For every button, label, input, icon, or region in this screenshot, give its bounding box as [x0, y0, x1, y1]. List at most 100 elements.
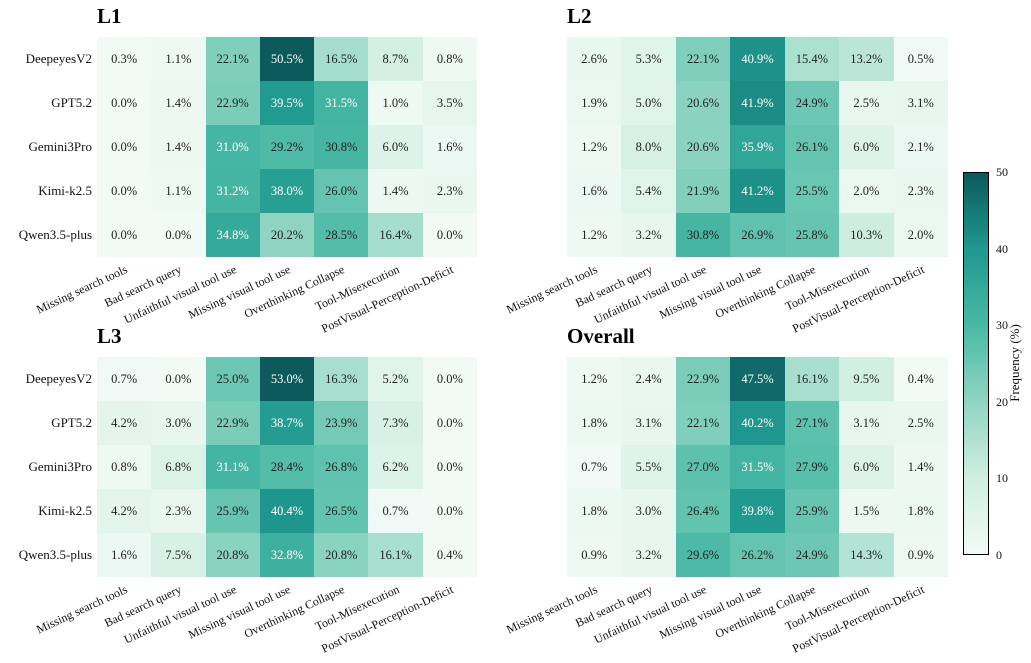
heatmap-cell: 1.6% — [422, 125, 477, 169]
heatmap-cell: 0.7% — [97, 357, 152, 401]
heatmap-panel-overall: Overall 1.2% 2.4% 22.9% 47.5% 16.1% 9.5% 0.4% 1… — [504, 324, 948, 656]
heatmap-grid-overall: 1.2% 2.4% 22.9% 47.5% 16.1% 9.5% 0.4% 1.8% 3.1% 2… — [567, 357, 948, 577]
heatmap-cell: 40.2% — [730, 401, 785, 445]
heatmap-cell: 31.2% — [205, 169, 260, 213]
heatmap-cell: 8.7% — [368, 37, 423, 81]
heatmap-cell: 5.3% — [621, 37, 676, 81]
heatmap-cell: 41.9% — [730, 81, 785, 125]
heatmap-cell: 0.0% — [422, 401, 477, 445]
heatmap-cell: 31.5% — [730, 445, 785, 489]
panel-title-l2: L2 — [567, 4, 592, 28]
heatmap-cell: 26.1% — [784, 125, 840, 169]
heatmap-cell: 29.6% — [675, 533, 731, 577]
heatmap-cell: 1.1% — [151, 37, 206, 81]
heatmap-cell: 26.4% — [675, 489, 731, 533]
row-label: GPT5.2 — [51, 95, 92, 110]
heatmap-cell: 20.6% — [675, 125, 731, 169]
heatmap-cell: 2.3% — [422, 169, 477, 213]
heatmap-cell: 3.2% — [621, 533, 676, 577]
heatmap-cell: 39.8% — [730, 489, 785, 533]
heatmap-grid-l3: 0.7% 0.0% 25.0% 53.0% 16.3% 5.2% 0.0% 4.2% 3.0% 2… — [97, 357, 477, 577]
heatmap-cell: 2.5% — [893, 401, 948, 445]
heatmap-cell: 3.5% — [422, 81, 477, 125]
heatmap-cell: 26.2% — [730, 533, 785, 577]
heatmap-cell: 24.9% — [784, 81, 840, 125]
heatmap-cell: 3.1% — [839, 401, 894, 445]
panel-title-l3: L3 — [97, 324, 122, 348]
heatmap-cell: 31.0% — [205, 125, 260, 169]
heatmap-cell: 13.2% — [839, 37, 894, 81]
heatmap-cell: 38.7% — [259, 401, 315, 445]
row-label: Qwen3.5-plus — [18, 227, 92, 242]
panel-title-overall: Overall — [567, 324, 635, 348]
heatmap-cell: 0.9% — [893, 533, 948, 577]
heatmap-cell: 1.8% — [893, 489, 948, 533]
colorbar-tick-label: 50 — [996, 165, 1008, 179]
heatmap-cell: 2.0% — [839, 169, 894, 213]
heatmap-cell: 0.3% — [97, 37, 152, 81]
heatmap-cell: 31.1% — [205, 445, 260, 489]
heatmap-cell: 27.0% — [675, 445, 731, 489]
heatmap-cell: 1.1% — [151, 169, 206, 213]
heatmap-cell: 27.1% — [784, 401, 840, 445]
heatmap-cell: 16.3% — [314, 357, 369, 401]
colorbar: 0 10 20 30 40 50 Frequency (%) — [963, 165, 1031, 572]
heatmap-cell: 22.1% — [205, 37, 260, 81]
heatmap-cell: 27.9% — [784, 445, 840, 489]
heatmap-cell: 2.0% — [893, 213, 948, 257]
heatmap-cell: 0.8% — [97, 445, 152, 489]
heatmap-cell: 8.0% — [621, 125, 676, 169]
heatmap-cell: 0.0% — [151, 213, 206, 257]
row-label: DeepeyesV2 — [25, 51, 92, 66]
panel-title-l1: L1 — [97, 4, 122, 28]
heatmap-cell: 28.4% — [259, 445, 315, 489]
heatmap-cell: 32.8% — [259, 533, 315, 577]
heatmap-cell: 6.8% — [151, 445, 206, 489]
heatmap-cell: 0.0% — [97, 81, 152, 125]
colorbar-tick-label: 20 — [996, 394, 1008, 409]
heatmap-cell: 16.1% — [368, 533, 423, 577]
heatmap-cell: 4.2% — [97, 489, 152, 533]
heatmap-cell: 20.8% — [314, 533, 369, 577]
heatmap-cell: 1.2% — [567, 357, 622, 401]
heatmap-grid-l1: 0.3% 1.1% 22.1% 50.5% 16.5% 8.7% 0.8% 0.0% 1.4% 2… — [97, 37, 477, 257]
heatmap-cell: 1.6% — [567, 169, 622, 213]
row-label: Kimi-k2.5 — [38, 183, 92, 198]
heatmap-cell: 0.5% — [893, 37, 948, 81]
heatmap-cell: 1.4% — [151, 125, 206, 169]
heatmap-cell: 1.0% — [368, 81, 423, 125]
heatmap-cell: 0.0% — [97, 169, 152, 213]
heatmap-cell: 2.6% — [567, 37, 622, 81]
heatmap-cell: 0.8% — [422, 37, 477, 81]
heatmap-cell: 1.9% — [567, 81, 622, 125]
heatmap-cell: 38.0% — [259, 169, 315, 213]
heatmap-cell: 2.4% — [621, 357, 676, 401]
heatmap-panel-l1: L1 0.3% 1.1% 22.1% 50.5% 16.5% 8.7% 0.8% 0.0% 1.… — [19, 4, 477, 336]
heatmap-cell: 2.1% — [893, 125, 948, 169]
heatmap-cell: 0.0% — [422, 213, 477, 257]
heatmap-cell: 5.5% — [621, 445, 676, 489]
heatmap-cell: 20.8% — [205, 533, 260, 577]
heatmap-cell: 6.0% — [368, 125, 423, 169]
heatmap-cell: 3.2% — [621, 213, 676, 257]
heatmap-cell: 1.4% — [368, 169, 423, 213]
heatmap-cell: 3.1% — [893, 81, 948, 125]
heatmap-cell: 9.5% — [839, 357, 894, 401]
heatmap-cell: 7.3% — [368, 401, 423, 445]
heatmap-cell: 35.9% — [730, 125, 785, 169]
heatmap-cell: 0.0% — [151, 357, 206, 401]
heatmap-cell: 39.5% — [259, 81, 315, 125]
heatmap-cell: 40.9% — [730, 37, 785, 81]
heatmap-panel-l2: L2 2.6% 5.3% 22.1% 40.9% 15.4% 13.2% 0.5% 1.9% 5… — [504, 4, 948, 336]
row-label: Kimi-k2.5 — [38, 503, 92, 518]
heatmap-cell: 40.4% — [259, 489, 315, 533]
heatmap-cell: 47.5% — [730, 357, 785, 401]
heatmap-cell: 1.5% — [839, 489, 894, 533]
heatmap-cell: 26.9% — [730, 213, 785, 257]
heatmap-cell: 53.0% — [259, 357, 315, 401]
heatmap-cell: 22.1% — [675, 401, 731, 445]
heatmap-cell: 22.9% — [205, 81, 260, 125]
heatmap-cell: 16.5% — [314, 37, 369, 81]
heatmap-cell: 26.8% — [314, 445, 369, 489]
heatmap-cell: 4.2% — [97, 401, 152, 445]
